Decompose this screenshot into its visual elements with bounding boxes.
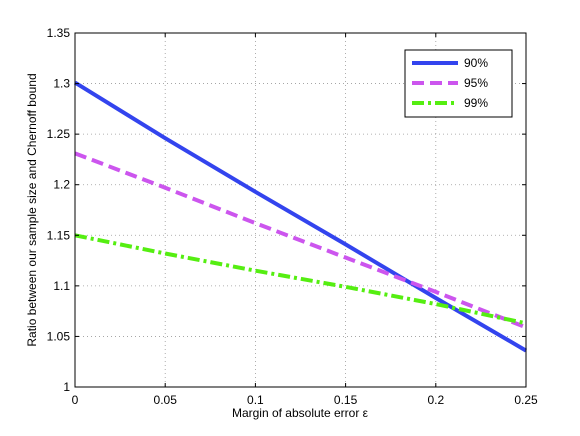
- x-tick-label: 0.15: [334, 393, 358, 407]
- plot-frame: [74, 32, 527, 388]
- series-group: [73, 80, 528, 353]
- series-line: [74, 151, 527, 330]
- legend-label: 95%: [464, 76, 488, 90]
- x-tick-labels: 0 0.05 0.1 0.15 0.2 0.25: [72, 393, 538, 407]
- y-tick-label: 1.1: [53, 279, 70, 293]
- y-tick-label: 1.35: [47, 26, 71, 40]
- ticks: [74, 32, 527, 388]
- y-axis-label: Ratio between our sample size and Cherno…: [25, 73, 39, 346]
- y-tick-label: 1.3: [53, 77, 70, 91]
- x-tick-label: 0: [72, 393, 79, 407]
- grid: [75, 33, 526, 387]
- series-line: [73, 80, 528, 353]
- x-tick-label: 0.05: [154, 393, 178, 407]
- x-tick-label: 0.2: [427, 393, 444, 407]
- legend-label: 99%: [464, 96, 488, 110]
- series-line: [74, 233, 527, 326]
- y-tick-label: 1.15: [47, 228, 71, 242]
- x-tick-label: 0.25: [514, 393, 538, 407]
- y-tick-label: 1: [63, 380, 70, 394]
- y-tick-label: 1.05: [47, 329, 71, 343]
- legend-label: 90%: [464, 56, 488, 70]
- legend: 90% 95% 99%: [404, 49, 513, 118]
- y-tick-labels: 1 1.05 1.1 1.15 1.2 1.25 1.3 1.35: [47, 26, 71, 394]
- y-tick-label: 1.2: [53, 178, 70, 192]
- y-tick-label: 1.25: [47, 127, 71, 141]
- x-axis-label: Margin of absolute error ε: [232, 406, 369, 420]
- x-tick-label: 0.1: [247, 393, 264, 407]
